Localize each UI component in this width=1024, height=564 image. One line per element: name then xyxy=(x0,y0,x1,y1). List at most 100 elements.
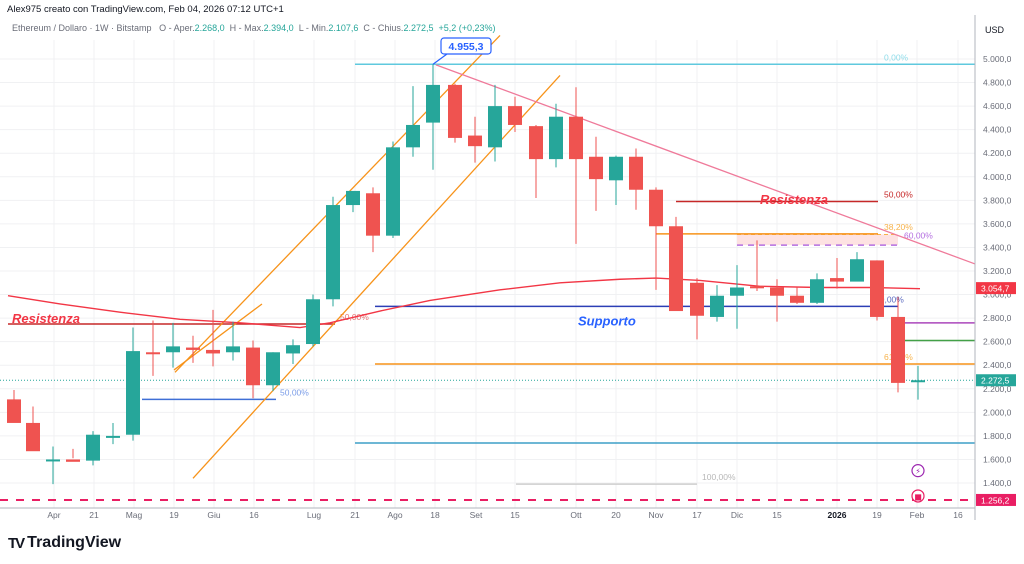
y-axis-tick: 3.800,0 xyxy=(983,195,1012,205)
x-axis-tick: Feb xyxy=(910,510,925,520)
candle-down[interactable] xyxy=(790,295,804,303)
candle-up[interactable] xyxy=(730,287,744,296)
price-badge-label: 2.272,5 xyxy=(981,376,1010,386)
candle-up[interactable] xyxy=(549,116,563,160)
high-value: 2.394,0 xyxy=(263,23,294,33)
candle-down[interactable] xyxy=(468,135,482,147)
candle-down[interactable] xyxy=(186,347,200,350)
candle-down[interactable] xyxy=(508,106,522,125)
currency-label: USD xyxy=(985,25,1005,35)
candle-down[interactable] xyxy=(7,399,21,423)
candle-down[interactable] xyxy=(891,316,905,383)
candle-up[interactable] xyxy=(488,106,502,148)
lightning-icon-glyph: ⚡ xyxy=(915,467,921,476)
moving-average-line[interactable] xyxy=(7,277,921,329)
brand-name: TradingView xyxy=(27,534,122,551)
y-axis-tick: 2.600,0 xyxy=(983,337,1012,347)
us-flag-icon[interactable] xyxy=(911,489,925,503)
candle-up[interactable] xyxy=(810,279,824,303)
fib-zone xyxy=(737,234,898,246)
trendline-channel-mid-lower[interactable] xyxy=(173,303,263,371)
candle-down[interactable] xyxy=(26,422,40,452)
candle-up[interactable] xyxy=(911,380,925,383)
candle-up[interactable] xyxy=(226,346,240,353)
candle-up[interactable] xyxy=(106,435,120,438)
candle-down[interactable] xyxy=(669,226,683,312)
x-axis-tick: 21 xyxy=(89,510,99,520)
candle-up[interactable] xyxy=(306,299,320,345)
candle-down[interactable] xyxy=(66,459,80,462)
candle-up[interactable] xyxy=(86,434,100,461)
symbol-name[interactable]: Ethereum / Dollaro · 1W · Bitstamp xyxy=(12,23,152,33)
candle-up[interactable] xyxy=(850,259,864,282)
x-axis-tick: 19 xyxy=(872,510,882,520)
candle-down[interactable] xyxy=(750,286,764,289)
tradingview-logo[interactable]: TV TradingView xyxy=(8,534,121,552)
candle-down[interactable] xyxy=(649,189,663,227)
x-axis-tick: 15 xyxy=(772,510,782,520)
candle-up[interactable] xyxy=(126,351,140,435)
x-axis-tick: Ago xyxy=(387,510,402,520)
x-axis-tick: 20 xyxy=(611,510,621,520)
high-label: H - Max. xyxy=(229,23,264,33)
candle-down[interactable] xyxy=(246,347,260,386)
y-axis-tick: 2.400,0 xyxy=(983,360,1012,370)
candle-down[interactable] xyxy=(146,352,160,355)
close-value: 2.272,5 xyxy=(403,23,434,33)
candle-up[interactable] xyxy=(266,352,280,386)
x-axis-tick: 17 xyxy=(692,510,702,520)
y-axis-tick: 4.400,0 xyxy=(983,125,1012,135)
peak-price-label: 4.955,3 xyxy=(448,41,483,53)
candle-down[interactable] xyxy=(569,116,583,160)
author-line: Alex975 creato con TradingView.com, Feb … xyxy=(7,4,284,15)
us-flag-icon-glyph: ■ xyxy=(914,492,922,501)
y-axis-tick: 2.000,0 xyxy=(983,407,1012,417)
y-axis-tick: 4.200,0 xyxy=(983,148,1012,158)
y-axis-tick: 5.000,0 xyxy=(983,54,1012,64)
candle-down[interactable] xyxy=(629,156,643,190)
candle-down[interactable] xyxy=(589,156,603,180)
candle-down[interactable] xyxy=(770,287,784,296)
candle-up[interactable] xyxy=(406,124,420,148)
x-axis-tick: Giu xyxy=(207,510,221,520)
candle-down[interactable] xyxy=(529,126,543,160)
y-axis-tick: 1.600,0 xyxy=(983,454,1012,464)
trendline-downtrend[interactable] xyxy=(435,64,976,265)
x-axis-tick: 16 xyxy=(249,510,259,520)
peak-callout-pointer xyxy=(432,53,448,65)
y-axis-tick: 1.800,0 xyxy=(983,431,1012,441)
x-axis-tick: Mag xyxy=(126,510,143,520)
ohlc-legend: Ethereum / Dollaro · 1W · Bitstamp O - A… xyxy=(12,23,496,33)
price-badge xyxy=(976,282,1016,295)
candle-down[interactable] xyxy=(830,278,844,282)
candle-down[interactable] xyxy=(870,260,884,317)
x-axis-tick: 18 xyxy=(430,510,440,520)
candle-up[interactable] xyxy=(326,205,340,300)
candle-up[interactable] xyxy=(710,295,724,317)
candle-up[interactable] xyxy=(386,147,400,236)
candle-up[interactable] xyxy=(609,156,623,181)
resistance-label-left: Resistenza xyxy=(12,311,80,326)
support-label: Supporto xyxy=(578,313,636,328)
hline-label: 38,20% xyxy=(884,222,913,232)
candle-down[interactable] xyxy=(366,193,380,236)
trendline-channel-upper[interactable] xyxy=(174,34,501,373)
candle-up[interactable] xyxy=(46,459,60,462)
candle-up[interactable] xyxy=(166,346,180,353)
candle-down[interactable] xyxy=(448,84,462,138)
candle-up[interactable] xyxy=(346,190,360,206)
y-axis-tick: 3.200,0 xyxy=(983,266,1012,276)
hline-label: 50,00% xyxy=(280,387,309,397)
x-axis-tick: Apr xyxy=(47,510,60,520)
trendline-channel-lower[interactable] xyxy=(192,75,561,479)
y-axis-tick: 3.400,0 xyxy=(983,242,1012,252)
x-axis-tick: Nov xyxy=(648,510,664,520)
candle-down[interactable] xyxy=(206,349,220,354)
x-axis-tick: 21 xyxy=(350,510,360,520)
candle-up[interactable] xyxy=(286,345,300,354)
lightning-icon[interactable] xyxy=(911,464,925,478)
y-axis-tick: 3.000,0 xyxy=(983,290,1012,300)
candle-down[interactable] xyxy=(690,282,704,316)
candle-up[interactable] xyxy=(426,84,440,123)
